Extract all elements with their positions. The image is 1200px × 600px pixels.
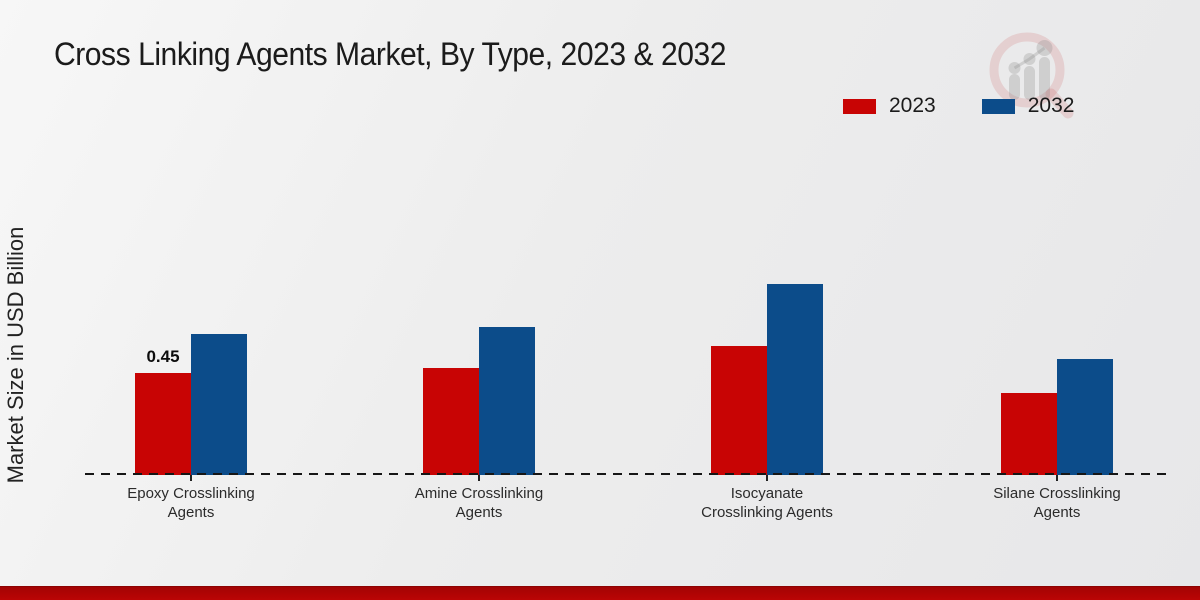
y-axis-label: Market Size in USD Billion <box>3 226 28 484</box>
chart-title: Cross Linking Agents Market, By Type, 20… <box>54 36 726 72</box>
bar-2032-cat1 <box>479 327 535 475</box>
bar-trend-icon <box>1008 40 1053 100</box>
category-label: Silane Crosslinking Agents <box>993 485 1121 521</box>
footer-red-strip <box>0 586 1200 600</box>
x-axis-tick <box>766 475 768 481</box>
legend-swatch-2032 <box>981 98 1015 114</box>
bar-2032-cat0 <box>191 334 247 475</box>
x-axis-tick <box>1056 475 1058 481</box>
legend-label-2032: 2032 <box>1027 94 1075 117</box>
bar-2023-cat2 <box>711 346 767 475</box>
x-axis-tick <box>478 475 480 481</box>
bar-2032-cat3 <box>1057 359 1113 475</box>
legend-item-2023: 2023 <box>843 94 936 118</box>
category-label: Isocyanate Crosslinking Agents <box>701 485 833 521</box>
legend-label-2023: 2023 <box>889 94 936 117</box>
legend: 2023 2032 <box>843 94 1074 118</box>
bar-2023-cat3 <box>1001 393 1057 475</box>
bar-2032-cat2 <box>767 284 823 475</box>
magnifier-icon <box>989 32 1074 119</box>
category-label: Epoxy Crosslinking Agents <box>127 485 255 521</box>
bar-2023-cat1 <box>423 368 479 475</box>
x-axis-tick <box>190 475 192 481</box>
bar-value-label: 0.45 <box>146 347 180 366</box>
legend-swatch-2023 <box>843 98 876 114</box>
legend-item-2032: 2032 <box>981 94 1075 118</box>
x-axis-line <box>85 473 1167 475</box>
magnifier-chart-logo-watermark <box>989 32 1074 119</box>
category-label: Amine Crosslinking Agents <box>414 485 544 521</box>
bar-2023-cat0 <box>135 373 191 475</box>
